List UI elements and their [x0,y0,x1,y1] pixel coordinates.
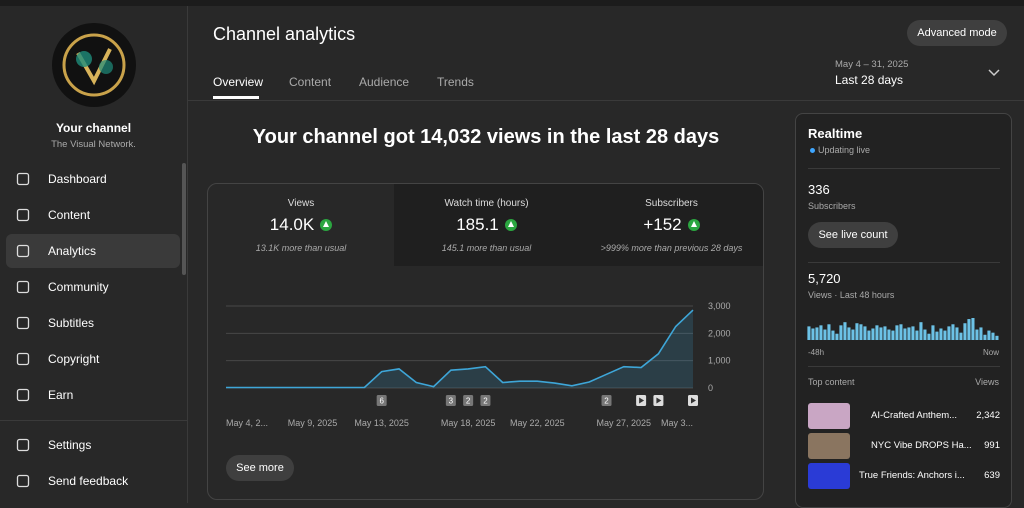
chevron[interactable] [988,68,1000,78]
page-title: Channel analytics [213,24,356,44]
nav-icon [16,172,30,186]
nav-item[interactable]: Community [6,270,180,304]
divider [0,420,187,421]
nav-item[interactable]: Earn [6,378,180,412]
top-content-label: Top content [808,377,855,387]
nav-icon [16,352,30,366]
up-icon [504,219,517,231]
divider [808,168,1000,169]
content-row[interactable]: AI-Crafted Anthem... 2,342 [808,403,1000,429]
subscriber-label: Subscribers [808,201,856,211]
tab[interactable]: Audience [359,75,410,89]
metric-tab[interactable]: Views 14.0K 13.1K more than usual [208,184,394,266]
nav-item[interactable]: Settings [6,428,180,462]
metric-value: 14.0K [269,215,315,234]
nav-item[interactable]: Subtitles [6,306,180,340]
up-icon [687,219,700,231]
nav-icon [16,244,30,258]
nav-label: Copyright [48,352,100,366]
advanced-mode-button[interactable]: Advanced mode [907,20,1007,46]
nav-label: Send feedback [48,474,129,488]
nav-item[interactable]: Dashboard [6,162,180,196]
content-views: 639 [984,470,1000,481]
content-views: 991 [984,440,1000,451]
nav-item[interactable]: Copyright [6,342,180,376]
metric-label: Watch time (hours) [444,198,529,209]
see-more-button[interactable]: See more [226,455,294,481]
date-range: May 4 – 31, 2025 [835,59,909,70]
metric-value-row: 14.0K [208,215,394,235]
nav-icon [16,208,30,222]
period[interactable]: Last 28 days [835,73,904,87]
metric-note: 145.1 more than usual [441,243,532,253]
tab-underline [213,96,259,99]
nav-icon [16,474,30,488]
nav-label: Earn [48,388,74,402]
metric-label: Subscribers [645,198,698,209]
nav-item[interactable]: Send feedback [6,464,180,498]
nav-icon [16,438,30,452]
tab[interactable]: Overview [213,75,264,89]
header-divider [188,100,1024,101]
tab[interactable]: Trends [437,75,474,89]
metric-value-row: +152 [579,215,763,235]
content-views: 2,342 [976,410,1000,421]
nav-label: Community [48,280,109,294]
content-row[interactable]: NYC Vibe DROPS Ha... 991 [808,433,1000,459]
content-row[interactable]: True Friends: Anchors i... 639 [808,463,1000,489]
top-strip [0,0,1024,6]
nav-icon [16,316,30,330]
channel-title: Your channel [55,121,132,135]
divider [808,262,1000,263]
realtime-title: Realtime [808,126,863,141]
tab[interactable]: Content [289,75,332,89]
metric-value: 185.1 [456,215,499,234]
nav-item[interactable]: Analytics [6,234,180,268]
nav-item[interactable]: Content [6,198,180,232]
metric-tab[interactable]: Subscribers +152 >999% more than previous … [579,184,763,266]
live-dot [810,148,815,153]
thumbnail [808,463,850,489]
thumbnail [808,433,850,459]
metric-tab[interactable]: Watch time (hours) 185.1 145.1 more than u… [394,184,579,266]
realtime-views: 5,720 [808,271,841,286]
nav-label: Content [48,208,91,222]
sidebar: Your channel The Visual Network. Dashboa… [0,6,188,503]
realtime-panel: Realtime Updating live 336 Subscribers S… [795,113,1012,508]
content-title: AI-Crafted Anthem... [871,410,958,421]
subscriber-count: 336 [808,182,830,197]
channel-name: The Visual Network. [51,139,136,150]
realtime-status: Updating live [818,145,871,155]
scrollbar [182,163,186,275]
nav-label: Subtitles [48,316,95,330]
divider [808,366,1000,367]
bars-start-label: -48h [808,348,825,357]
overview-card: See more Views 14.0K 13.1K more than usual… [207,183,764,500]
metric-label: Views [287,198,315,209]
bars-end-label: Now [982,348,999,357]
metric-note: >999% more than previous 28 days [600,243,743,253]
headline: Your channel got 14,032 views in the las… [252,126,720,148]
metric-value-row: 185.1 [394,215,579,235]
realtime-views-label: Views · Last 48 hours [808,290,895,300]
views-header: Views [975,377,999,387]
thumbnail [808,403,850,429]
nav-icon [16,388,30,402]
nav-label: Settings [48,438,92,452]
metric-value: +152 [643,215,682,234]
channel-avatar [52,23,136,107]
see-live-count-button[interactable]: See live count [808,222,898,248]
nav-label: Dashboard [48,172,107,186]
content-title: NYC Vibe DROPS Ha... [871,440,972,451]
nav-icon [16,280,30,294]
content-title: True Friends: Anchors i... [859,470,965,481]
nav-label: Analytics [48,244,97,258]
metric-note: 13.1K more than usual [255,243,347,253]
up-icon [320,219,333,231]
